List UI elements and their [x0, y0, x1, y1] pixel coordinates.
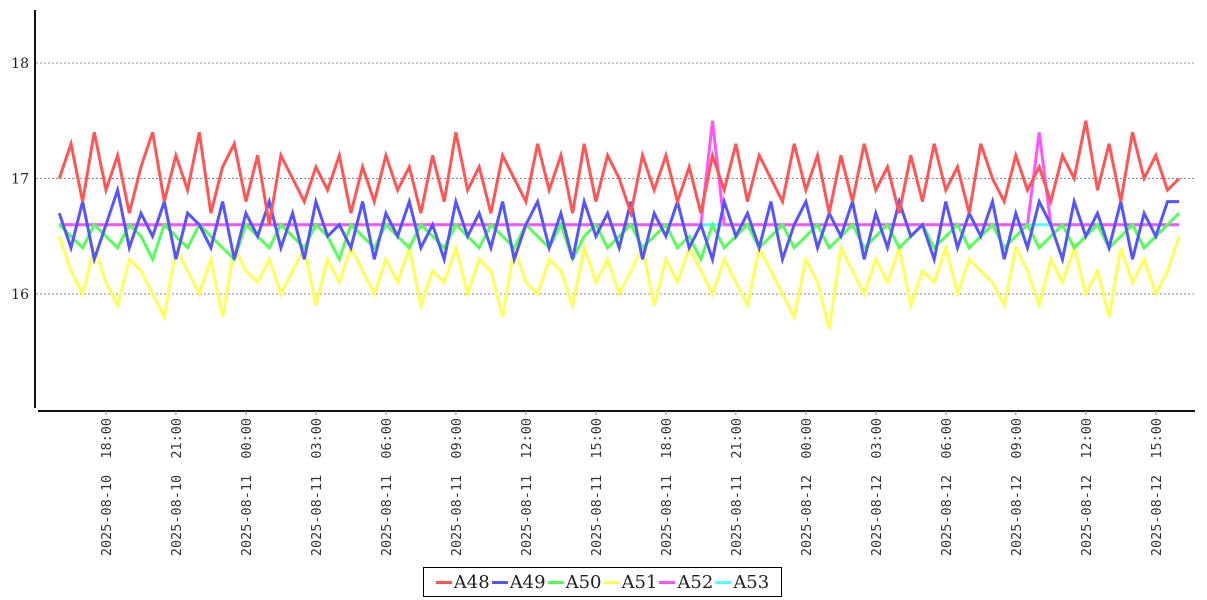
x-tick-label: 2025-08-11 21:00: [729, 418, 745, 556]
x-tick-label: 2025-08-12 06:00: [939, 418, 955, 556]
legend-swatch: [659, 580, 676, 584]
x-tick-label: 2025-08-11 15:00: [589, 418, 605, 556]
legend-swatch: [491, 580, 508, 584]
x-tick-label: 2025-08-11 00:00: [239, 418, 255, 556]
legend-label: A53: [733, 571, 770, 593]
legend-label: A52: [677, 571, 714, 593]
legend-label: A48: [453, 571, 490, 593]
y-tick-label: 17: [11, 172, 29, 188]
legend-item-a50[interactable]: A50: [547, 571, 602, 593]
y-tick-labels: 16 17 18: [11, 56, 29, 303]
legend-swatch: [435, 580, 452, 584]
x-tick-label: 2025-08-12 12:00: [1079, 418, 1095, 556]
x-tick-label: 2025-08-11 09:00: [449, 418, 465, 556]
x-tick-label: 2025-08-10 18:00: [99, 418, 115, 556]
series-line-a49: [57, 184, 1180, 266]
x-tick-labels: 2025-08-10 18:00 2025-08-10 21:00 2025-08-…: [99, 411, 1165, 556]
series-line-a48: [57, 120, 1181, 225]
x-tick-label: 2025-08-12 09:00: [1009, 418, 1025, 556]
legend-item-a49[interactable]: A49: [491, 571, 546, 593]
series-line-a50: [58, 212, 1181, 264]
legend-swatch: [603, 580, 620, 584]
legend-item-a52[interactable]: A52: [659, 572, 713, 593]
legend-item-a48[interactable]: A48: [435, 571, 490, 593]
x-tick-label: 2025-08-11 12:00: [519, 418, 535, 556]
x-tick-label: 2025-08-11 03:00: [309, 418, 325, 556]
series-lines: [57, 120, 1181, 330]
legend-label: A51: [621, 571, 658, 593]
x-tick-label: 2025-08-12 00:00: [799, 418, 815, 556]
series-line-a51: [57, 235, 1181, 330]
legend-swatch: [715, 580, 732, 584]
legend-label: A49: [509, 571, 546, 593]
legend-swatch: [547, 580, 564, 584]
legend-label: A50: [565, 571, 602, 593]
x-tick-label: 2025-08-12 15:00: [1149, 418, 1165, 556]
gridlines: [36, 62, 1195, 295]
legend: A48 A49 A50 A51 A52 A53: [423, 567, 782, 597]
x-tick-label: 2025-08-11 18:00: [659, 418, 675, 556]
x-tick-label: 2025-08-11 06:00: [379, 418, 395, 556]
legend-item-a51[interactable]: A51: [603, 571, 658, 593]
y-tick-label: 18: [11, 56, 29, 72]
x-tick-label: 2025-08-12 03:00: [869, 418, 885, 556]
legend-item-a53[interactable]: A53: [715, 572, 769, 593]
y-tick-label: 16: [11, 287, 29, 303]
x-tick-label: 2025-08-10 21:00: [169, 418, 185, 556]
